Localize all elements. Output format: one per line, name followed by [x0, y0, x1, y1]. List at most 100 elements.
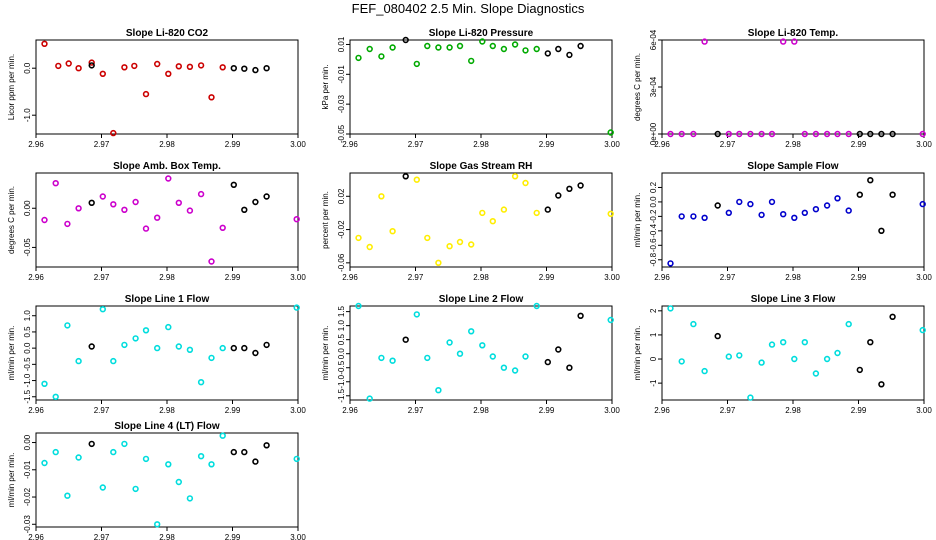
panel-7-xtick-label: 2.98: [159, 406, 175, 415]
panel-2-point-black: [577, 42, 584, 50]
panel-10-xtick-label: 2.96: [28, 533, 44, 540]
panel-8-ytick-label: 1.5: [337, 306, 346, 318]
panel-5-point-colored: [522, 179, 529, 187]
panel-7-point-colored: [64, 322, 71, 329]
panel-3-point-black: [714, 130, 721, 138]
panel-10-point-colored: [219, 432, 226, 439]
panel-6-point-colored: [834, 195, 841, 202]
panel-1-ytick-label: 0.0: [23, 62, 32, 74]
panel-5-frame: [349, 172, 613, 268]
panel-9-ytick-label: 0: [649, 356, 658, 361]
panel-8-point-black: [555, 346, 562, 353]
panel-10-point-colored: [52, 448, 59, 456]
panel-4-point-colored: [154, 214, 161, 221]
panel-5-xtick-label: 3.00: [604, 273, 620, 282]
panel-10-point-colored: [121, 440, 128, 448]
panel-1-ytick-label: -1.0: [23, 108, 32, 122]
panel-9-xtick-label: 2.98: [785, 406, 801, 415]
panel-8-xtick-label: 2.96: [342, 406, 358, 415]
panel-10-point-colored: [197, 453, 205, 460]
panel-2-point-colored: [424, 42, 431, 50]
panel-8-point-colored: [435, 387, 442, 394]
panel-1-point-colored: [219, 64, 226, 71]
panel-6-ytick-label: -0.2: [649, 209, 658, 223]
panel-9-point-colored: [747, 394, 754, 401]
panel-10-xtick-label: 2.97: [94, 533, 110, 540]
panel-10-point-colored: [75, 454, 82, 461]
panel-2-point-colored: [389, 44, 396, 51]
panel-6-ytick-label: -0.4: [649, 223, 658, 237]
panel-1-point-black: [263, 64, 270, 72]
panel-7-title: Slope Line 1 Flow: [125, 294, 210, 305]
panel-10-ylabel: ml/min per min.: [7, 453, 16, 508]
panel-8-point-colored: [479, 342, 486, 349]
panel-1-point-colored: [88, 59, 95, 66]
panel-10-point-colored: [64, 492, 71, 499]
panel-1-point-colored: [197, 62, 205, 69]
panel-1-xtick-label: 2.97: [94, 140, 110, 149]
panel-9-point-colored: [701, 367, 708, 375]
panel-3-frame: [661, 39, 925, 135]
panel-6-point-colored: [736, 198, 743, 206]
panel-5-point-black: [566, 185, 573, 193]
panel-9-point-colored: [725, 353, 732, 360]
panel-10-ytick-label: -0.03: [23, 515, 32, 534]
panel-6-point-colored: [845, 207, 852, 214]
panel-3-point-black: [867, 130, 874, 138]
panel-1-point-black: [230, 64, 238, 72]
panel-4-point-black: [88, 199, 95, 207]
panel-5-xtick-label: 2.97: [408, 273, 424, 282]
panel-10-point-black: [88, 440, 95, 448]
panel-7-xtick-label: 2.96: [28, 406, 44, 415]
panel-10-point-black: [230, 448, 238, 456]
panel-6-point-black: [889, 191, 896, 198]
panel-9-point-colored: [690, 320, 697, 328]
panel-7-point-black: [252, 349, 259, 357]
panel-8-ytick-label: -1.0: [337, 374, 346, 388]
panel-2-ytick-label: -0.01: [337, 65, 346, 84]
panel-9-point-black: [878, 381, 885, 388]
panel-9-title: Slope Line 3 Flow: [751, 294, 836, 305]
panel-2-point-colored: [500, 45, 508, 53]
panel-2-point-colored: [468, 57, 475, 65]
panel-1-point-colored: [121, 64, 128, 71]
panel-9-ytick-label: -1: [649, 379, 658, 387]
panel-4-point-colored: [41, 216, 48, 224]
panel-1-point-colored: [154, 60, 161, 68]
panel-1-point-colored: [175, 63, 183, 70]
panel-1-point-colored: [186, 63, 194, 71]
panel-1-point-black: [241, 65, 248, 72]
panel-9-ytick-label: 2: [649, 308, 658, 313]
panel-4-point-colored: [186, 207, 194, 214]
panel-5-title: Slope Gas Stream RH: [430, 161, 533, 172]
panel-6-point-black: [856, 191, 863, 198]
panel-1-xtick-label: 2.96: [28, 140, 44, 149]
panel-5-point-black: [555, 192, 562, 199]
panel-7-point-colored: [121, 341, 128, 349]
panel-5-point-colored: [468, 241, 475, 248]
panel-2-point-colored: [522, 47, 529, 54]
panel-2-point-colored: [607, 129, 614, 136]
panel-8-point-black: [544, 358, 551, 366]
panel-3-xtick-label: 2.97: [720, 140, 736, 149]
panel-2-xtick-label: 3.00: [604, 140, 620, 149]
panel-1-point-colored: [99, 70, 107, 78]
panel-4-point-black: [230, 181, 238, 189]
panel-3-ylabel: degrees C per min.: [633, 53, 642, 121]
panel-7-xtick-label: 3.00: [290, 406, 306, 415]
panel-6-point-colored: [678, 213, 685, 220]
panel-6-point-black: [878, 227, 885, 235]
panel-1-point-colored: [208, 94, 215, 101]
panel-10-point-colored: [186, 495, 194, 502]
panel-4-xtick-label: 2.97: [94, 273, 110, 282]
panel-8-point-colored: [607, 316, 614, 324]
panel-6-title: Slope Sample Flow: [747, 161, 838, 172]
panel-9-ylabel: ml/min per min.: [633, 326, 642, 381]
panel-7-point-colored: [52, 393, 59, 400]
panel-6-point-colored: [758, 211, 765, 219]
panel-7-xtick-label: 2.97: [94, 406, 110, 415]
panel-8-ytick-label: 1.0: [337, 320, 346, 332]
panel-5-ytick-label: 0.02: [337, 188, 346, 204]
panel-1-point-colored: [165, 70, 172, 78]
panel-10-point-colored: [99, 484, 107, 491]
